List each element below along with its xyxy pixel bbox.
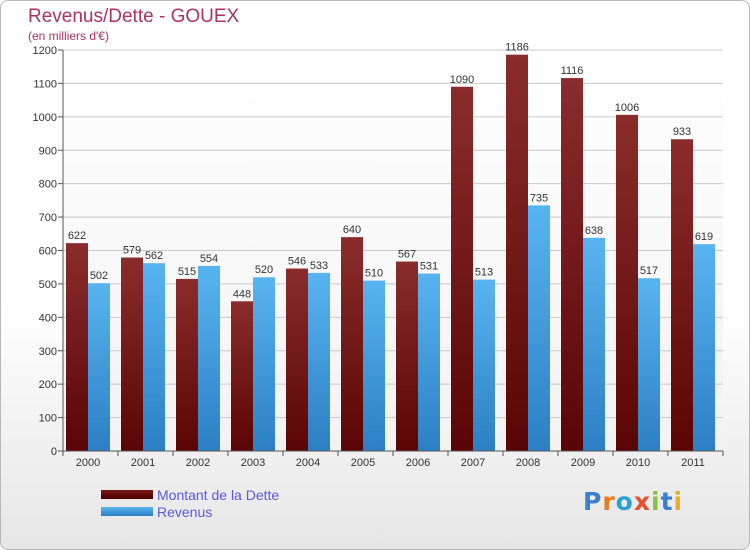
legend-swatch-debt <box>101 490 153 499</box>
data-label-debt: 933 <box>673 126 691 138</box>
x-tick-label: 2007 <box>461 457 485 469</box>
data-label-revenue: 531 <box>420 261 438 273</box>
bar-debt <box>671 139 693 451</box>
legend-label-revenue: Revenus <box>157 504 213 520</box>
x-tick-label: 2009 <box>571 457 595 469</box>
bar-debt <box>176 278 198 451</box>
y-tick-label: 500 <box>39 279 57 291</box>
data-label-revenue: 562 <box>145 250 163 262</box>
bar-revenue <box>693 244 715 451</box>
logo-letter: i <box>651 487 661 516</box>
y-tick-label: 900 <box>39 145 57 157</box>
data-label-debt: 1116 <box>561 65 584 77</box>
data-label-revenue: 513 <box>475 267 493 279</box>
bar-revenue <box>253 277 275 451</box>
bar-debt <box>616 114 638 451</box>
data-label-debt: 546 <box>288 256 306 268</box>
y-tick-label: 600 <box>39 246 57 258</box>
y-tick-label: 1200 <box>33 45 57 57</box>
y-tick-label: 100 <box>39 413 57 425</box>
bar-debt <box>451 86 473 451</box>
logo-letter: x <box>633 487 651 516</box>
logo-letter: o <box>615 487 634 516</box>
data-label-revenue: 533 <box>310 260 328 272</box>
logo-letter: r <box>602 487 616 516</box>
x-tick-label: 2002 <box>186 457 210 469</box>
bar-debt <box>561 78 583 451</box>
data-label-revenue: 517 <box>640 265 658 277</box>
data-label-revenue: 554 <box>200 253 218 265</box>
data-label-debt: 579 <box>123 245 141 257</box>
data-label-revenue: 619 <box>695 231 713 243</box>
data-label-debt: 622 <box>68 230 86 242</box>
bar-chart: 622 502 579 562 515 554 448 520 546 533 640 510 567 5… <box>33 42 724 469</box>
chart-subtitle: (en milliers d'€) <box>28 29 109 43</box>
legend-label-debt: Montant de la Dette <box>157 487 280 503</box>
y-tick-label: 200 <box>39 379 57 391</box>
proxiti-logo: Proxiti <box>583 487 683 516</box>
y-tick-label: 800 <box>39 179 57 191</box>
data-label-debt: 1186 <box>505 42 529 54</box>
bar-debt <box>66 243 88 451</box>
data-label-debt: 1006 <box>615 102 639 114</box>
bar-revenue <box>363 280 385 451</box>
bar-revenue <box>88 283 110 451</box>
bar-revenue <box>638 278 660 451</box>
data-label-revenue: 638 <box>585 225 603 237</box>
data-label-debt: 567 <box>398 249 416 261</box>
bar-debt <box>396 261 418 451</box>
x-tick-label: 2001 <box>131 457 155 469</box>
y-tick-label: 300 <box>39 346 57 358</box>
logo-letter: i <box>673 487 684 516</box>
bar-revenue <box>143 263 165 451</box>
data-label-debt: 640 <box>343 224 361 236</box>
y-tick-label: 1000 <box>33 112 57 124</box>
y-tick-label: 400 <box>39 312 57 324</box>
y-tick-label: 0 <box>51 446 57 458</box>
data-label-revenue: 510 <box>365 268 383 280</box>
bar-revenue <box>473 279 495 451</box>
chart-title: Revenus/Dette - GOUEX <box>28 6 240 27</box>
bar-debt <box>506 54 528 451</box>
bar-revenue <box>418 273 440 451</box>
data-label-revenue: 735 <box>530 192 548 204</box>
x-tick-label: 2011 <box>681 457 705 469</box>
x-tick-label: 2010 <box>626 457 650 469</box>
logo-letter: P <box>583 487 603 516</box>
x-tick-label: 2004 <box>296 457 320 469</box>
bar-revenue <box>308 272 330 451</box>
x-tick-label: 2000 <box>76 457 100 469</box>
data-label-debt: 515 <box>178 266 196 278</box>
y-tick-label: 1100 <box>33 78 57 90</box>
x-tick-label: 2005 <box>351 457 375 469</box>
legend-swatch-revenue <box>101 507 153 516</box>
x-tick-label: 2003 <box>241 457 265 469</box>
y-tick-label: 700 <box>39 212 57 224</box>
bar-revenue <box>198 265 220 451</box>
bar-debt <box>286 268 308 451</box>
data-label-debt: 448 <box>233 288 251 300</box>
bar-revenue <box>528 205 550 451</box>
bar-debt <box>231 301 253 451</box>
x-tick-label: 2008 <box>516 457 540 469</box>
bar-debt <box>341 237 363 451</box>
logo-letter: t <box>660 487 674 516</box>
data-label-revenue: 502 <box>90 270 108 282</box>
data-label-debt: 1090 <box>450 74 474 86</box>
data-label-revenue: 520 <box>255 264 273 276</box>
bar-debt <box>121 257 143 451</box>
bar-revenue <box>583 237 605 451</box>
x-tick-label: 2006 <box>406 457 430 469</box>
